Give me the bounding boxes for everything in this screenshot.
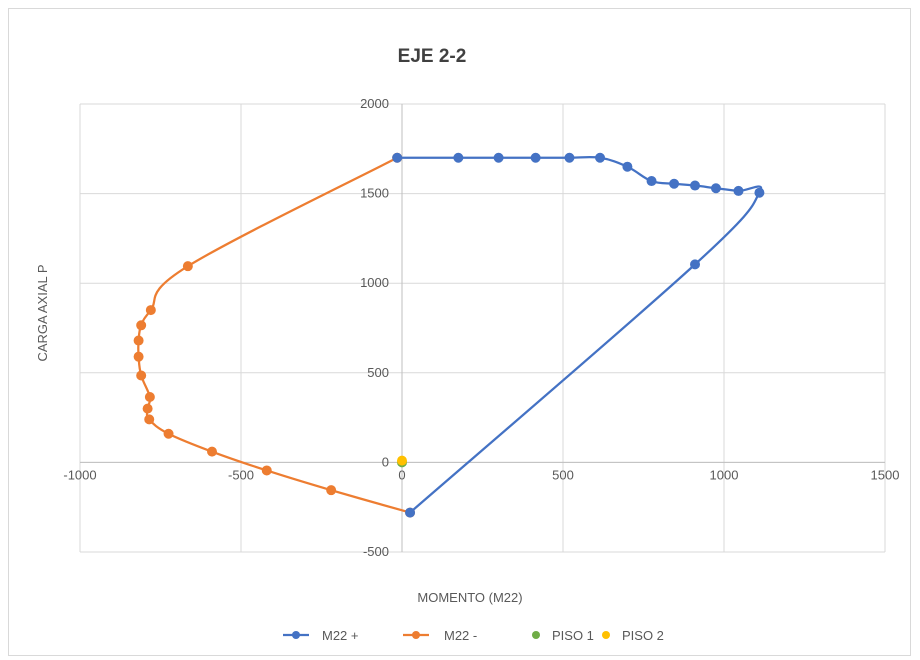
x-tick-label: -500: [228, 467, 254, 482]
data-point: [669, 178, 680, 189]
data-point: [622, 161, 633, 172]
y-tick-label: 500: [367, 365, 389, 380]
series-piso-2: [397, 455, 407, 466]
data-point: [453, 152, 464, 163]
legend-label: PISO 2: [622, 628, 664, 643]
data-point: [564, 152, 575, 163]
legend-marker: [412, 631, 420, 639]
legend-item: PISO 1: [532, 628, 594, 643]
y-tick-label: 2000: [360, 96, 389, 111]
data-point: [405, 507, 416, 518]
legend-marker: [292, 631, 300, 639]
data-point: [493, 152, 504, 163]
data-point: [207, 446, 218, 457]
legend-item: PISO 2: [602, 628, 664, 643]
legend-label: M22 -: [444, 628, 477, 643]
legend-marker: [602, 631, 610, 639]
data-point: [392, 152, 403, 163]
chart-frame: [8, 8, 911, 656]
y-tick-label: 0: [382, 454, 389, 469]
data-point: [163, 428, 174, 439]
series-line: [137, 156, 411, 514]
data-point: [326, 485, 337, 496]
data-point: [136, 320, 147, 331]
data-point: [397, 455, 407, 466]
series-line: [397, 155, 763, 514]
data-point: [142, 403, 153, 414]
series-layer: [133, 152, 765, 518]
series-m22minus: [133, 152, 416, 518]
legend-item: M22 +: [283, 628, 359, 643]
legend-item: M22 -: [403, 628, 477, 643]
x-tick-label: 1000: [710, 467, 739, 482]
data-point: [690, 259, 701, 270]
data-point: [261, 465, 272, 476]
data-point: [144, 414, 155, 425]
data-point: [133, 335, 144, 346]
x-tick-label: 1500: [871, 467, 900, 482]
data-point: [646, 176, 657, 187]
legend-marker: [532, 631, 540, 639]
y-tick-label: 1500: [360, 186, 389, 201]
y-axis-title: CARGA AXIAL P: [35, 264, 50, 361]
series-m22plus: [392, 152, 765, 518]
data-point: [182, 261, 193, 272]
data-point: [595, 152, 606, 163]
data-point: [733, 185, 744, 196]
data-point: [754, 187, 765, 198]
axis-layer: [80, 104, 885, 552]
data-point: [144, 391, 155, 402]
x-tick-label: 500: [552, 467, 574, 482]
x-tick-label: -1000: [63, 467, 96, 482]
y-tick-label: -500: [363, 544, 389, 559]
tick-layer: -1000 -500 0 500 1000 1500 -500 0 500 1000 1500 200…: [63, 96, 899, 559]
data-point: [710, 183, 721, 194]
legend-label: PISO 1: [552, 628, 594, 643]
chart-title: EJE 2-2: [398, 46, 467, 67]
x-axis-title: MOMENTO (M22): [417, 590, 522, 605]
grid-layer: [79, 103, 886, 553]
data-point: [530, 152, 541, 163]
data-point: [133, 351, 144, 362]
x-tick-label: 0: [398, 467, 405, 482]
y-tick-label: 1000: [360, 275, 389, 290]
legend: M22 + M22 - PISO 1 PISO 2: [283, 628, 664, 643]
data-point: [136, 370, 147, 381]
data-point: [690, 180, 701, 191]
data-point: [145, 305, 156, 316]
legend-label: M22 +: [322, 628, 359, 643]
